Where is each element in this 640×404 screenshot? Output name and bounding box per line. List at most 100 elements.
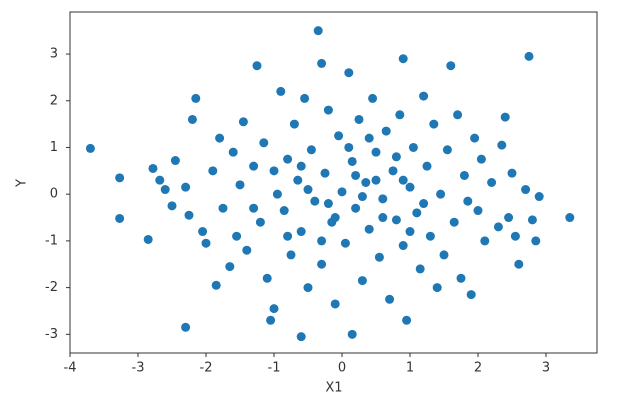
point: [85, 143, 95, 153]
point: [300, 93, 310, 103]
point: [249, 161, 259, 171]
point: [361, 178, 371, 187]
point: [303, 185, 313, 195]
point: [252, 61, 262, 71]
point: [323, 105, 333, 115]
point: [371, 175, 381, 185]
point: [378, 194, 388, 204]
x-tick-label: 3: [542, 361, 550, 376]
point: [405, 182, 415, 192]
point: [480, 236, 490, 246]
point: [391, 152, 401, 162]
point: [170, 156, 180, 166]
point: [531, 236, 541, 246]
point: [504, 213, 514, 223]
point: [364, 224, 374, 234]
y-tick-label: -1: [45, 233, 58, 248]
point: [317, 259, 327, 269]
point: [330, 299, 340, 309]
point: [439, 250, 449, 260]
point: [276, 86, 286, 96]
point: [187, 114, 197, 124]
x-axis-label: X1: [325, 381, 342, 396]
point: [181, 322, 191, 332]
point: [493, 222, 503, 232]
point: [283, 231, 293, 241]
point: [115, 213, 125, 223]
point: [306, 145, 316, 155]
point: [527, 215, 537, 225]
x-tick-label: 2: [474, 361, 482, 376]
point: [436, 189, 446, 199]
point: [368, 93, 378, 103]
point: [266, 315, 276, 325]
point: [296, 332, 306, 342]
point: [351, 170, 361, 180]
point: [249, 203, 259, 213]
point: [344, 142, 354, 152]
point: [242, 245, 252, 255]
point: [344, 68, 354, 78]
y-tick-label: -2: [45, 280, 58, 295]
point: [303, 283, 313, 293]
point: [419, 199, 429, 209]
point: [228, 147, 238, 157]
point: [487, 178, 497, 187]
point: [565, 213, 575, 223]
point: [357, 276, 367, 286]
point: [524, 51, 534, 61]
point: [289, 119, 299, 129]
point: [432, 283, 442, 293]
point: [408, 142, 418, 152]
point: [453, 110, 463, 120]
point: [354, 114, 364, 124]
point: [337, 187, 347, 197]
point: [198, 227, 208, 237]
y-tick-label: 2: [50, 93, 58, 108]
point: [320, 168, 330, 178]
y-axis-label: Y: [15, 179, 30, 188]
point: [201, 238, 211, 248]
point: [330, 213, 340, 223]
point: [181, 182, 191, 192]
point: [534, 192, 544, 202]
point: [143, 234, 153, 244]
point: [235, 180, 245, 190]
point: [340, 238, 350, 248]
point: [211, 280, 221, 290]
point: [378, 213, 388, 223]
point: [521, 185, 531, 195]
y-tick-label: 0: [50, 187, 58, 202]
plot-frame: [69, 11, 598, 354]
x-tick-label: 0: [338, 361, 346, 376]
point: [466, 290, 476, 300]
point: [507, 168, 517, 178]
point: [405, 227, 415, 237]
point: [259, 138, 269, 148]
point: [470, 133, 480, 143]
point: [398, 241, 408, 251]
point: [160, 185, 170, 195]
point: [398, 54, 408, 64]
point: [388, 166, 398, 176]
point: [148, 163, 158, 173]
point: [449, 217, 459, 227]
point: [385, 294, 395, 304]
point: [446, 61, 456, 71]
point: [497, 140, 507, 150]
point: [364, 133, 374, 143]
point: [459, 170, 469, 180]
y-tick-label: -3: [45, 327, 58, 342]
point: [473, 206, 483, 216]
point: [167, 201, 177, 211]
point: [184, 210, 194, 220]
point: [191, 93, 201, 103]
point: [279, 206, 289, 216]
x-tick-label: -1: [268, 361, 281, 376]
point: [442, 145, 452, 155]
point: [323, 199, 333, 209]
point: [425, 231, 435, 241]
point: [514, 259, 524, 269]
point: [381, 126, 391, 136]
